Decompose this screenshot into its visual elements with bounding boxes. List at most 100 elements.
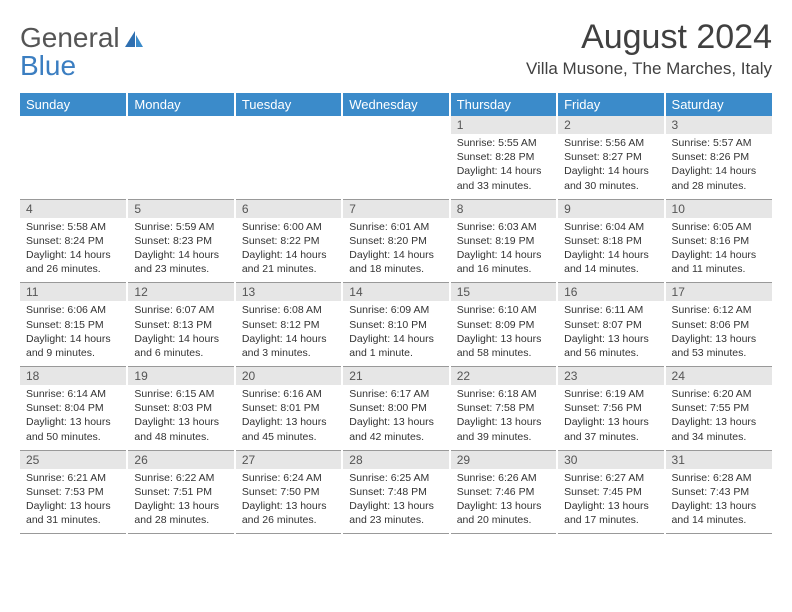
calendar-cell: 11Sunrise: 6:06 AMSunset: 8:15 PMDayligh… [20,283,127,367]
sunrise-text: Sunrise: 6:11 AM [564,303,657,317]
calendar-header-row: SundayMondayTuesdayWednesdayThursdayFrid… [20,93,772,116]
sunrise-text: Sunrise: 6:03 AM [457,220,550,234]
sunset-text: Sunset: 8:03 PM [134,401,227,415]
month-title: August 2024 [526,18,772,57]
day-number: 6 [236,200,341,218]
daylight-text: Daylight: 13 hours and 42 minutes. [349,415,442,443]
day-details: Sunrise: 5:59 AMSunset: 8:23 PMDaylight:… [128,218,233,283]
daylight-text: Daylight: 14 hours and 26 minutes. [26,248,120,276]
day-number: 16 [558,283,663,301]
day-number: 20 [236,367,341,385]
day-details: Sunrise: 5:55 AMSunset: 8:28 PMDaylight:… [451,134,556,199]
calendar-cell: 14Sunrise: 6:09 AMSunset: 8:10 PMDayligh… [342,283,449,367]
day-details: Sunrise: 6:10 AMSunset: 8:09 PMDaylight:… [451,301,556,366]
daylight-text: Daylight: 14 hours and 14 minutes. [564,248,657,276]
sunrise-text: Sunrise: 5:56 AM [564,136,657,150]
day-number: 8 [451,200,556,218]
daylight-text: Daylight: 14 hours and 6 minutes. [134,332,227,360]
calendar-cell: 15Sunrise: 6:10 AMSunset: 8:09 PMDayligh… [450,283,557,367]
calendar-table: SundayMondayTuesdayWednesdayThursdayFrid… [20,93,772,534]
sunset-text: Sunset: 8:23 PM [134,234,227,248]
weekday-header: Tuesday [235,93,342,116]
day-details: Sunrise: 6:12 AMSunset: 8:06 PMDaylight:… [666,301,772,366]
day-number: 10 [666,200,772,218]
title-block: August 2024 Villa Musone, The Marches, I… [526,18,772,79]
day-number: 14 [343,283,448,301]
sunset-text: Sunset: 8:10 PM [349,318,442,332]
sunset-text: Sunset: 8:26 PM [672,150,766,164]
day-details: Sunrise: 6:00 AMSunset: 8:22 PMDaylight:… [236,218,341,283]
day-details: Sunrise: 6:17 AMSunset: 8:00 PMDaylight:… [343,385,448,450]
day-number: 25 [20,451,126,469]
sunset-text: Sunset: 8:09 PM [457,318,550,332]
calendar-week: 25Sunrise: 6:21 AMSunset: 7:53 PMDayligh… [20,450,772,534]
daylight-text: Daylight: 14 hours and 9 minutes. [26,332,120,360]
day-details: Sunrise: 6:03 AMSunset: 8:19 PMDaylight:… [451,218,556,283]
sunset-text: Sunset: 7:51 PM [134,485,227,499]
day-number: 30 [558,451,663,469]
sunrise-text: Sunrise: 6:26 AM [457,471,550,485]
daylight-text: Daylight: 13 hours and 23 minutes. [349,499,442,527]
day-details: Sunrise: 6:20 AMSunset: 7:55 PMDaylight:… [666,385,772,450]
day-details: Sunrise: 6:25 AMSunset: 7:48 PMDaylight:… [343,469,448,534]
calendar-cell: 17Sunrise: 6:12 AMSunset: 8:06 PMDayligh… [665,283,772,367]
calendar-cell: 20Sunrise: 6:16 AMSunset: 8:01 PMDayligh… [235,367,342,451]
sunset-text: Sunset: 8:00 PM [349,401,442,415]
sunrise-text: Sunrise: 6:22 AM [134,471,227,485]
day-number: 11 [20,283,126,301]
day-number: 15 [451,283,556,301]
calendar-cell: 30Sunrise: 6:27 AMSunset: 7:45 PMDayligh… [557,450,664,534]
day-details: Sunrise: 5:57 AMSunset: 8:26 PMDaylight:… [666,134,772,199]
sunset-text: Sunset: 8:22 PM [242,234,335,248]
calendar-cell [20,116,127,199]
day-number: 3 [666,116,772,134]
sunrise-text: Sunrise: 6:21 AM [26,471,120,485]
day-details: Sunrise: 6:18 AMSunset: 7:58 PMDaylight:… [451,385,556,450]
sunrise-text: Sunrise: 6:00 AM [242,220,335,234]
weekday-header: Saturday [665,93,772,116]
day-number: 9 [558,200,663,218]
sunrise-text: Sunrise: 5:55 AM [457,136,550,150]
calendar-cell: 18Sunrise: 6:14 AMSunset: 8:04 PMDayligh… [20,367,127,451]
sunset-text: Sunset: 7:56 PM [564,401,657,415]
sunrise-text: Sunrise: 6:05 AM [672,220,766,234]
day-number: 7 [343,200,448,218]
day-details: Sunrise: 6:24 AMSunset: 7:50 PMDaylight:… [236,469,341,534]
day-number: 19 [128,367,233,385]
sunrise-text: Sunrise: 6:20 AM [672,387,766,401]
sunrise-text: Sunrise: 5:57 AM [672,136,766,150]
calendar-cell: 5Sunrise: 5:59 AMSunset: 8:23 PMDaylight… [127,199,234,283]
sunrise-text: Sunrise: 6:12 AM [672,303,766,317]
location: Villa Musone, The Marches, Italy [526,59,772,79]
daylight-text: Daylight: 13 hours and 31 minutes. [26,499,120,527]
sunset-text: Sunset: 8:15 PM [26,318,120,332]
sunrise-text: Sunrise: 6:06 AM [26,303,120,317]
daylight-text: Daylight: 13 hours and 39 minutes. [457,415,550,443]
calendar-cell: 4Sunrise: 5:58 AMSunset: 8:24 PMDaylight… [20,199,127,283]
daylight-text: Daylight: 13 hours and 48 minutes. [134,415,227,443]
sunset-text: Sunset: 7:50 PM [242,485,335,499]
sunrise-text: Sunrise: 6:28 AM [672,471,766,485]
day-number: 17 [666,283,772,301]
sunset-text: Sunset: 8:18 PM [564,234,657,248]
day-number: 1 [451,116,556,134]
sunset-text: Sunset: 7:45 PM [564,485,657,499]
daylight-text: Daylight: 13 hours and 56 minutes. [564,332,657,360]
day-details: Sunrise: 6:14 AMSunset: 8:04 PMDaylight:… [20,385,126,450]
sunset-text: Sunset: 7:55 PM [672,401,766,415]
calendar-cell: 7Sunrise: 6:01 AMSunset: 8:20 PMDaylight… [342,199,449,283]
day-details: Sunrise: 6:07 AMSunset: 8:13 PMDaylight:… [128,301,233,366]
daylight-text: Daylight: 13 hours and 28 minutes. [134,499,227,527]
day-number: 21 [343,367,448,385]
day-details: Sunrise: 6:11 AMSunset: 8:07 PMDaylight:… [558,301,663,366]
sunset-text: Sunset: 8:19 PM [457,234,550,248]
daylight-text: Daylight: 14 hours and 1 minute. [349,332,442,360]
calendar-cell: 2Sunrise: 5:56 AMSunset: 8:27 PMDaylight… [557,116,664,199]
calendar-week: 1Sunrise: 5:55 AMSunset: 8:28 PMDaylight… [20,116,772,199]
daylight-text: Daylight: 14 hours and 16 minutes. [457,248,550,276]
day-details: Sunrise: 6:06 AMSunset: 8:15 PMDaylight:… [20,301,126,366]
daylight-text: Daylight: 13 hours and 58 minutes. [457,332,550,360]
day-number: 26 [128,451,233,469]
calendar-cell: 31Sunrise: 6:28 AMSunset: 7:43 PMDayligh… [665,450,772,534]
sunrise-text: Sunrise: 6:27 AM [564,471,657,485]
